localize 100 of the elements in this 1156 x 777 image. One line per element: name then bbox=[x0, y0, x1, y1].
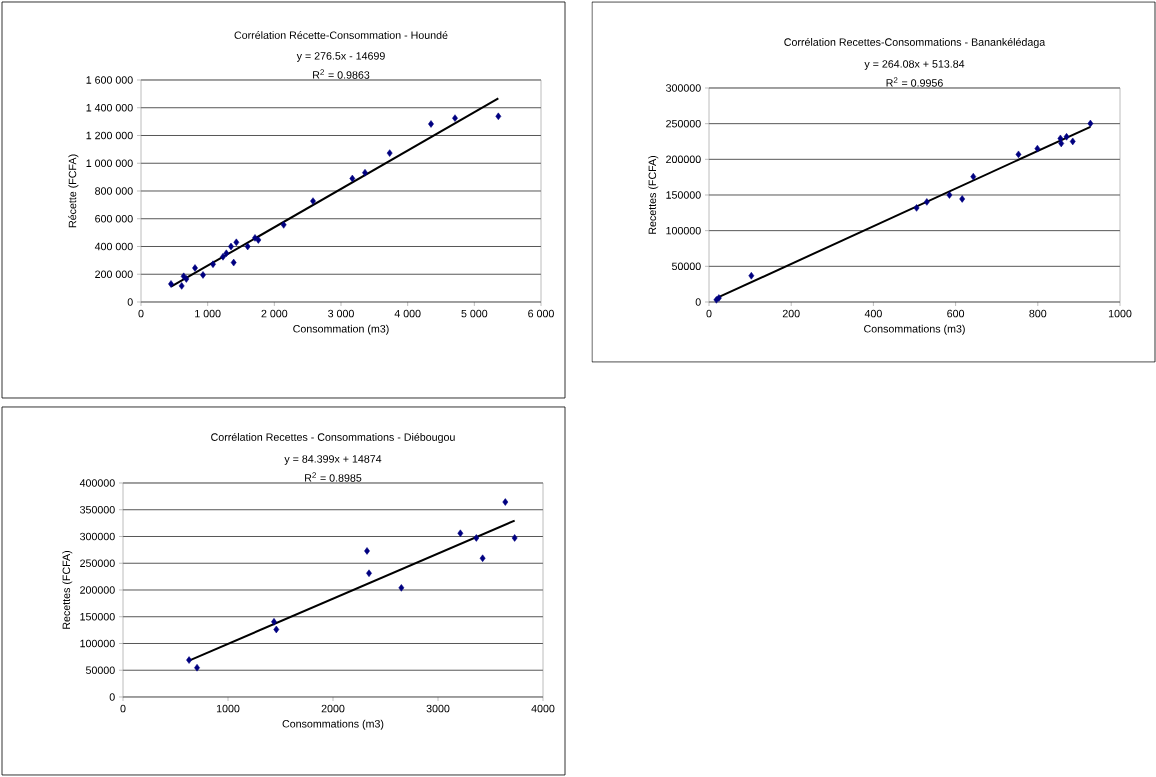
point bbox=[457, 529, 464, 538]
y-tick-label: 200 000 bbox=[95, 270, 133, 279]
y-tick-label: 200000 bbox=[666, 155, 701, 164]
point bbox=[716, 294, 722, 302]
x-tick-label: 4 000 bbox=[394, 309, 421, 318]
text: R$^{2}$ = 0.9863 bbox=[313, 69, 370, 79]
y-tick-label: 800 000 bbox=[95, 187, 133, 195]
point bbox=[364, 547, 370, 555]
point bbox=[178, 282, 185, 290]
x-tick-label: 0 bbox=[120, 704, 126, 713]
point bbox=[398, 584, 405, 592]
text: R$^{2}$ = 0.9956 bbox=[886, 77, 943, 87]
chart-title: Corrélation Recettes-Consommations - Banankélédaga bbox=[784, 37, 1046, 49]
point bbox=[349, 174, 356, 183]
point bbox=[913, 204, 920, 212]
x-axis-title: Consommations (m3) bbox=[282, 719, 384, 730]
x-tick-label: 4000 bbox=[531, 704, 555, 713]
y-tick-label: 400000 bbox=[79, 479, 115, 487]
point bbox=[428, 120, 434, 128]
point bbox=[200, 271, 206, 279]
x-tick-label: 2000 bbox=[321, 704, 345, 713]
point bbox=[310, 197, 316, 205]
y-tick-label: 150000 bbox=[666, 191, 701, 199]
point bbox=[923, 198, 930, 206]
y-tick-label: 300000 bbox=[79, 532, 115, 541]
chart-title: Corrélation Recettes - Consommations - Diébougou bbox=[211, 432, 455, 444]
y-tick-label: 100000 bbox=[666, 226, 701, 235]
point bbox=[386, 149, 393, 157]
x-tick-label: 1000 bbox=[216, 704, 240, 713]
point bbox=[366, 569, 372, 577]
point bbox=[1063, 133, 1070, 141]
y-tick-label: 0 bbox=[695, 298, 701, 306]
x-tick-label: 3000 bbox=[426, 704, 450, 713]
y-tick-label: 50000 bbox=[85, 666, 115, 675]
point bbox=[271, 618, 277, 626]
x-tick-label: 6 000 bbox=[528, 309, 554, 318]
y-tick-label: 150000 bbox=[80, 612, 115, 621]
point bbox=[748, 272, 755, 280]
point bbox=[479, 554, 486, 562]
point bbox=[220, 253, 226, 261]
x-tick-label: 5 000 bbox=[461, 309, 488, 318]
y-tick-label: 300000 bbox=[665, 84, 701, 92]
point bbox=[1034, 144, 1041, 153]
point bbox=[233, 238, 240, 247]
x-tick-label: 1 000 bbox=[195, 309, 221, 318]
point bbox=[946, 191, 953, 199]
x-tick-label: 0 bbox=[138, 309, 144, 318]
point bbox=[183, 275, 190, 283]
y-tick-label: 200000 bbox=[80, 586, 115, 594]
y-axis-title: Recettes (FCFA) bbox=[62, 550, 73, 629]
point bbox=[255, 236, 262, 244]
y-tick-label: 100000 bbox=[80, 639, 115, 648]
chart-title: Corrélation Récette-Consommation - Houndé bbox=[234, 31, 448, 39]
point bbox=[192, 264, 198, 272]
y-tick-label: 250000 bbox=[80, 559, 115, 568]
x-tick-label: 800 bbox=[1029, 309, 1047, 318]
y-tick-label: 0 bbox=[127, 298, 133, 306]
point bbox=[511, 534, 518, 542]
text: y = 84.399x + 14874 bbox=[284, 455, 382, 465]
x-tick-label: 0 bbox=[706, 309, 712, 318]
y-tick-label: 50000 bbox=[671, 262, 701, 271]
y-tick-label: 250000 bbox=[666, 119, 701, 128]
y-tick-label: 1 200 000 bbox=[86, 131, 133, 140]
x-tick-label: 2 000 bbox=[261, 309, 288, 318]
point bbox=[1087, 119, 1094, 128]
point bbox=[1058, 139, 1065, 148]
point bbox=[186, 656, 192, 664]
point bbox=[970, 172, 977, 181]
y-tick-label: 1 400 000 bbox=[86, 103, 133, 112]
point bbox=[495, 112, 502, 121]
point bbox=[273, 625, 280, 634]
point bbox=[280, 221, 287, 229]
y-tick-label: 350000 bbox=[79, 505, 115, 514]
point bbox=[1015, 150, 1022, 159]
point bbox=[210, 260, 216, 268]
y-tick-label: 1 600 000 bbox=[86, 76, 133, 84]
x-tick-label: 600 bbox=[947, 309, 965, 318]
x-tick-label: 1000 bbox=[1108, 309, 1132, 318]
y-tick-label: 400 000 bbox=[94, 242, 133, 251]
x-tick-label: 400 bbox=[864, 309, 882, 318]
y-tick-label: 1 000 000 bbox=[86, 159, 133, 168]
y-axis-title: Recettes (FCFA) bbox=[648, 155, 659, 234]
point bbox=[244, 242, 251, 251]
text: y = 276.5x - 14699 bbox=[296, 52, 385, 62]
point bbox=[168, 280, 174, 288]
point bbox=[959, 195, 966, 203]
y-tick-label: 600 000 bbox=[95, 214, 133, 223]
point bbox=[230, 258, 237, 267]
point bbox=[502, 498, 509, 506]
x-axis-title: Consommation (m3) bbox=[293, 324, 389, 335]
text: y = 264.08x + 513.84 bbox=[864, 60, 965, 70]
y-tick-label: 0 bbox=[109, 693, 115, 701]
point bbox=[452, 114, 458, 122]
point bbox=[1069, 137, 1076, 146]
text: R$^{2}$ = 0.8985 bbox=[305, 472, 362, 482]
y-axis-title: Récette (FCFA) bbox=[68, 154, 79, 228]
point bbox=[223, 249, 230, 258]
x-tick-label: 3 000 bbox=[328, 309, 354, 318]
point bbox=[473, 534, 480, 542]
x-tick-label: 200 bbox=[782, 309, 800, 318]
